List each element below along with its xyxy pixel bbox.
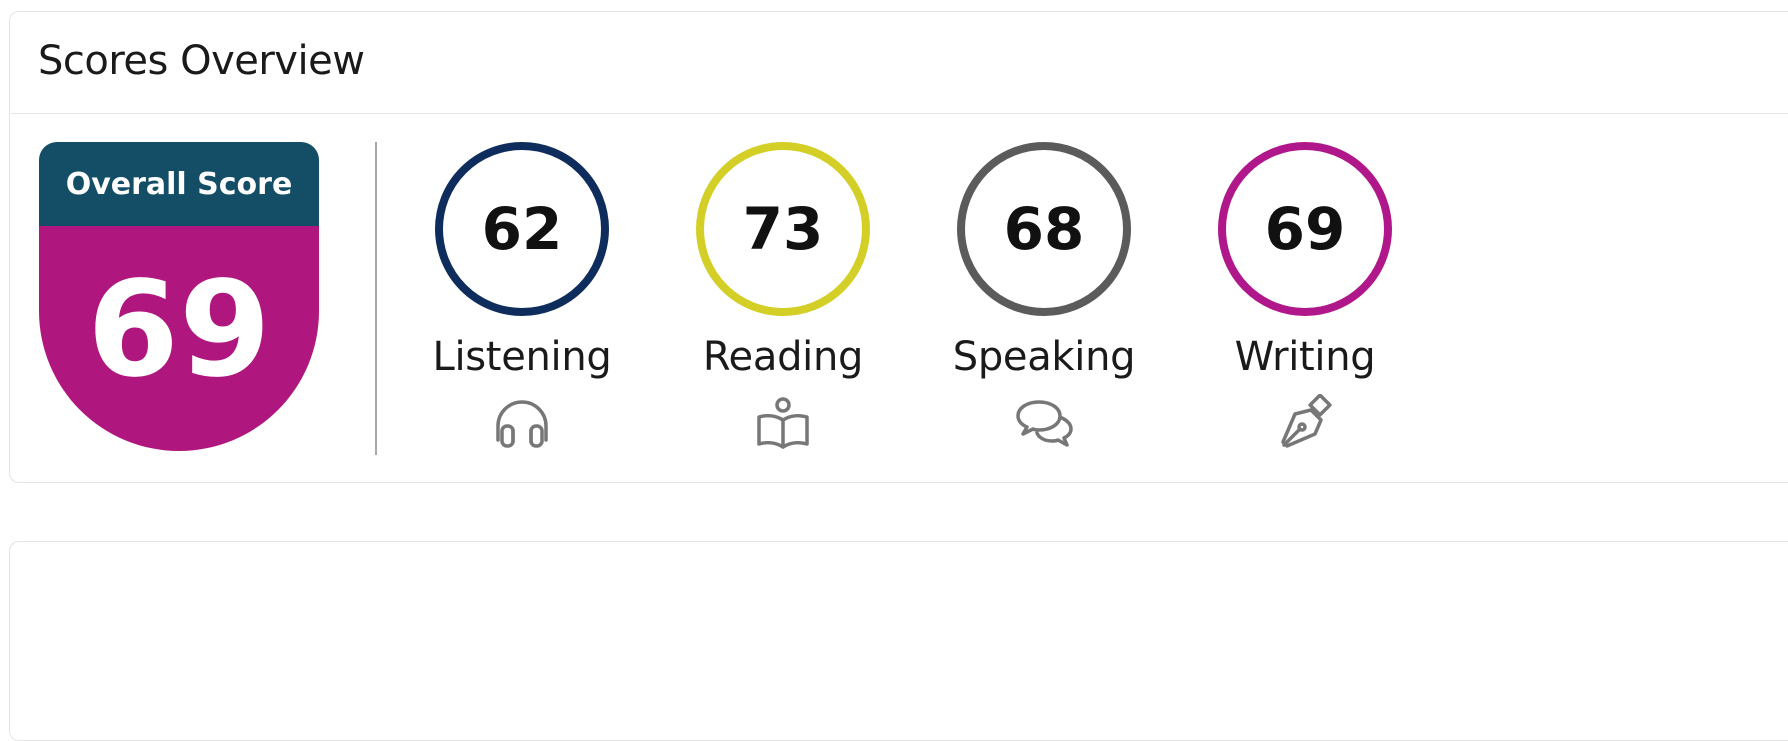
card-header: Scores Overview bbox=[10, 12, 1788, 114]
headphones-icon bbox=[492, 394, 552, 454]
overall-score-badge: Overall Score 69 bbox=[39, 142, 319, 451]
pen-nib-icon bbox=[1275, 394, 1335, 454]
skill-writing: 69 Writing bbox=[1205, 142, 1405, 462]
scores-overview-card: Scores Overview Overall Score 69 62 List… bbox=[9, 11, 1788, 483]
listening-score-ring: 62 bbox=[435, 142, 609, 316]
vertical-divider bbox=[375, 142, 377, 455]
writing-label: Writing bbox=[1234, 334, 1376, 380]
book-reader-icon bbox=[753, 394, 813, 454]
speaking-score-ring: 68 bbox=[957, 142, 1131, 316]
listening-label: Listening bbox=[432, 334, 612, 380]
chat-bubbles-icon bbox=[1014, 394, 1074, 454]
overall-score-label: Overall Score bbox=[39, 142, 319, 226]
skill-listening: 62 Listening bbox=[422, 142, 622, 462]
skill-reading: 73 Reading bbox=[683, 142, 883, 462]
overall-score-value: 69 bbox=[39, 226, 319, 451]
card-title: Scores Overview bbox=[38, 38, 365, 84]
secondary-card bbox=[9, 541, 1788, 741]
skill-speaking: 68 Speaking bbox=[944, 142, 1144, 462]
speaking-label: Speaking bbox=[952, 334, 1136, 380]
reading-score-ring: 73 bbox=[696, 142, 870, 316]
writing-score-ring: 69 bbox=[1218, 142, 1392, 316]
reading-label: Reading bbox=[702, 334, 864, 380]
